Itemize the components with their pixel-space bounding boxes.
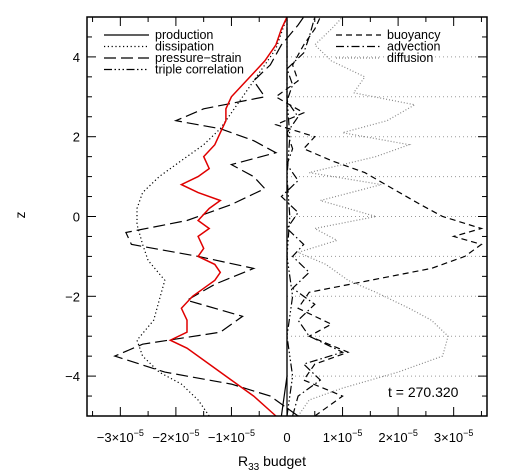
x-tick-label-6: 3×10−5 bbox=[434, 428, 474, 445]
time-annotation: t = 270.320 bbox=[388, 384, 459, 400]
x-tick-mantissa: −1×10 bbox=[208, 430, 245, 445]
series-dissipation bbox=[136, 16, 288, 417]
series-buoyancy bbox=[274, 16, 484, 417]
x-tick-label-0: −3×10−5 bbox=[97, 428, 144, 445]
x-tick-label-4: 1×10−5 bbox=[323, 428, 363, 445]
series-pressure-strain bbox=[113, 16, 305, 417]
x-tick-mantissa: 1×10 bbox=[323, 430, 352, 445]
legend-label-right-2: diffusion bbox=[387, 51, 433, 65]
legend-label-left-0: production bbox=[155, 28, 213, 42]
y-tick-label-0: −4 bbox=[65, 369, 80, 384]
x-tick-mantissa: −3×10 bbox=[97, 430, 134, 445]
x-tick-exponent: −5 bbox=[408, 428, 418, 438]
x-tick-exponent: −5 bbox=[189, 428, 199, 438]
x-tick-mantissa: 3×10 bbox=[434, 430, 463, 445]
legend-label-right-0: buoyancy bbox=[387, 28, 441, 42]
y-tick-label-2: 0 bbox=[73, 210, 80, 225]
series-advection bbox=[280, 16, 345, 417]
y-tick-label-4: 4 bbox=[73, 50, 80, 65]
x-tick-exponent: −5 bbox=[245, 428, 255, 438]
x-tick-label-3: 0 bbox=[283, 430, 290, 445]
legend-label-left-2: pressure−strain bbox=[155, 51, 242, 65]
x-tick-labels: −3×10−5 −2×10−5 −1×10−5 0 1×10−5 2×10−5 3×10−5 bbox=[97, 428, 474, 445]
axes-layer bbox=[86, 16, 488, 417]
legend: productiondissipationpressure−straintrip… bbox=[104, 28, 441, 77]
x-axis-label-main: R bbox=[238, 453, 248, 469]
x-tick-exponent: −5 bbox=[463, 428, 473, 438]
legend-label-left-3: triple correlation bbox=[155, 63, 244, 77]
x-tick-label-5: 2×10−5 bbox=[378, 428, 418, 445]
y-tick-label-1: −2 bbox=[65, 289, 80, 304]
x-tick-mantissa: −2×10 bbox=[152, 430, 189, 445]
x-axis-label-sub: 33 bbox=[248, 462, 260, 473]
x-axis-label-rest: budget bbox=[259, 453, 306, 469]
y-tick-labels: −4 −2 0 2 4 bbox=[65, 50, 80, 384]
x-tick-mantissa: 2×10 bbox=[378, 430, 407, 445]
series-total bbox=[168, 16, 288, 417]
legend-label-right-1: advection bbox=[387, 40, 441, 54]
x-tick-mantissa: 0 bbox=[283, 430, 290, 445]
x-tick-label-2: −1×10−5 bbox=[208, 428, 255, 445]
x-tick-exponent: −5 bbox=[134, 428, 144, 438]
x-tick-exponent: −5 bbox=[352, 428, 362, 438]
x-tick-label-1: −2×10−5 bbox=[152, 428, 199, 445]
x-axis-label: R33 budget bbox=[238, 453, 306, 473]
legend-label-left-1: dissipation bbox=[155, 40, 214, 54]
y-axis-label: z bbox=[12, 212, 28, 219]
y-tick-label-3: 2 bbox=[73, 130, 80, 145]
